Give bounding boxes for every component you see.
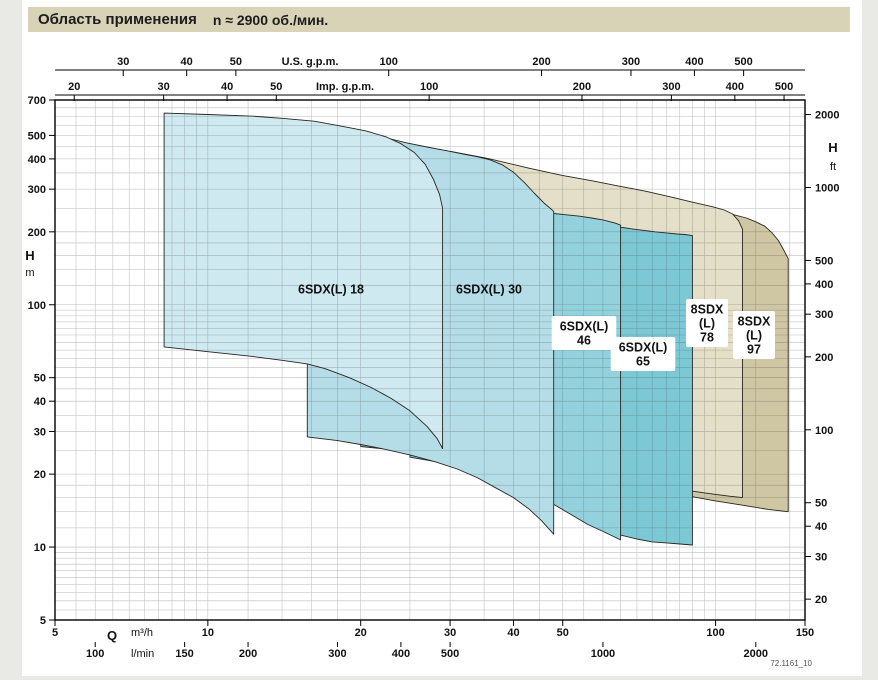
page-subtitle: n ≈ 2900 об./мин.	[212, 11, 329, 28]
y-axis-unit: m	[25, 267, 34, 279]
plot-frame	[54, 99, 806, 621]
y-right-tick-label: 100	[815, 425, 833, 437]
y-right-tick-label: 400	[815, 279, 833, 291]
top-axis-tick-label: 400	[726, 81, 744, 93]
x-axis-lmin-tick-label: 2000	[744, 648, 768, 660]
y-axis-tick-label: 30	[34, 426, 46, 438]
y-axis-tick-label: 5	[40, 615, 46, 627]
title-bar: Область применения n ≈ 2900 об./мин.	[28, 7, 850, 32]
region-label: 6SDX(L)	[560, 320, 609, 334]
y-axis-tick-label: 100	[28, 300, 46, 312]
x-axis-lmin-tick-label: 300	[328, 648, 346, 660]
x-axis-lmin-tick-label: 100	[86, 648, 104, 660]
y-right-tick-label: 50	[815, 498, 827, 510]
x-axis-lmin-tick-label: 400	[392, 648, 410, 660]
top-axis-title: Imp. g.p.m.	[316, 81, 374, 93]
x-axis-tick-label: 50	[557, 627, 569, 639]
y-axis-tick-label: 700	[28, 95, 46, 107]
x-axis-tick-label: 40	[507, 627, 519, 639]
region-label-box	[733, 311, 775, 359]
y-axis-tick-label: 50	[34, 373, 46, 385]
y-right-tick-label: 500	[815, 255, 833, 267]
top-axis-tick-label: 30	[158, 81, 170, 93]
region-6SDX(L) 18	[163, 112, 444, 450]
x-axis-tick-label: 100	[706, 627, 724, 639]
y-axis-tick-label: 500	[28, 130, 46, 142]
y-right-tick-label: 2000	[815, 110, 839, 122]
y-axis-tick-label: 40	[34, 396, 46, 408]
region-label-box	[610, 337, 676, 371]
y-right-tick-label: 20	[815, 594, 827, 606]
region-label: 6SDX(L)	[619, 341, 668, 355]
top-axis-tick-label: 500	[734, 56, 752, 68]
top-axis-tick-label: 40	[181, 56, 193, 68]
region-label: 6SDX(L) 30	[456, 283, 522, 297]
top-axis-tick-label: 200	[532, 56, 550, 68]
top-axis-tick-label: 20	[68, 81, 80, 93]
x-axis-tick-label: 20	[355, 627, 367, 639]
top-axis-tick-label: 300	[662, 81, 680, 93]
doc-code: 72.1161_10	[770, 659, 812, 668]
region-label-box	[686, 299, 728, 347]
x-axis-lmin-tick-label: 1000	[591, 648, 615, 660]
region-label: (L)	[746, 329, 762, 343]
y-axis-title: H	[25, 248, 34, 263]
region-label: 65	[636, 355, 650, 369]
region-label-box	[551, 316, 617, 350]
top-axis-tick-label: 100	[420, 81, 438, 93]
y-axis-tick-label: 10	[34, 542, 46, 554]
y-right-tick-label: 40	[815, 521, 827, 533]
region-label: (L)	[699, 317, 715, 331]
y-right-title: H	[828, 140, 837, 155]
y-axis-tick-label: 200	[28, 227, 46, 239]
y-right-tick-label: 1000	[815, 182, 839, 194]
x-axis-tick-label: 5	[52, 627, 58, 639]
region-label: 78	[700, 331, 714, 345]
top-axis-title: U.S. g.p.m.	[282, 56, 339, 68]
region-label: 8SDX	[691, 303, 724, 317]
x-axis-unit-secondary: l/min	[131, 648, 154, 660]
top-axis-tick-label: 200	[573, 81, 591, 93]
top-axis-tick-label: 30	[117, 56, 129, 68]
y-right-tick-label: 30	[815, 551, 827, 563]
x-axis-lmin-tick-label: 150	[175, 648, 193, 660]
page-title: Область применения	[38, 11, 197, 28]
region-label: 6SDX(L) 18	[298, 283, 364, 297]
top-axis-tick-label: 40	[221, 81, 233, 93]
x-axis-tick-label: 150	[796, 627, 814, 639]
region-label: 8SDX	[738, 315, 771, 329]
x-axis-lmin-tick-label: 200	[239, 648, 257, 660]
y-axis-tick-label: 20	[34, 469, 46, 481]
region-label: 97	[747, 343, 761, 357]
y-axis-tick-label: 400	[28, 154, 46, 166]
y-axis-tick-label: 300	[28, 184, 46, 196]
top-axis-tick-label: 300	[622, 56, 640, 68]
x-axis-unit-primary: m³/h	[131, 627, 153, 639]
x-axis-lmin-tick-label: 500	[441, 648, 459, 660]
top-axis-tick-label: 50	[270, 81, 282, 93]
y-right-unit: ft	[830, 161, 836, 173]
y-right-tick-label: 200	[815, 352, 833, 364]
x-axis-tick-label: 30	[444, 627, 456, 639]
top-axis-tick-label: 400	[685, 56, 703, 68]
x-axis-title: Q	[107, 628, 117, 643]
x-axis-tick-label: 10	[202, 627, 214, 639]
y-right-tick-label: 300	[815, 309, 833, 321]
top-axis-tick-label: 500	[775, 81, 793, 93]
top-axis-tick-label: 100	[380, 56, 398, 68]
region-label: 46	[577, 334, 591, 348]
top-axis-tick-label: 50	[230, 56, 242, 68]
